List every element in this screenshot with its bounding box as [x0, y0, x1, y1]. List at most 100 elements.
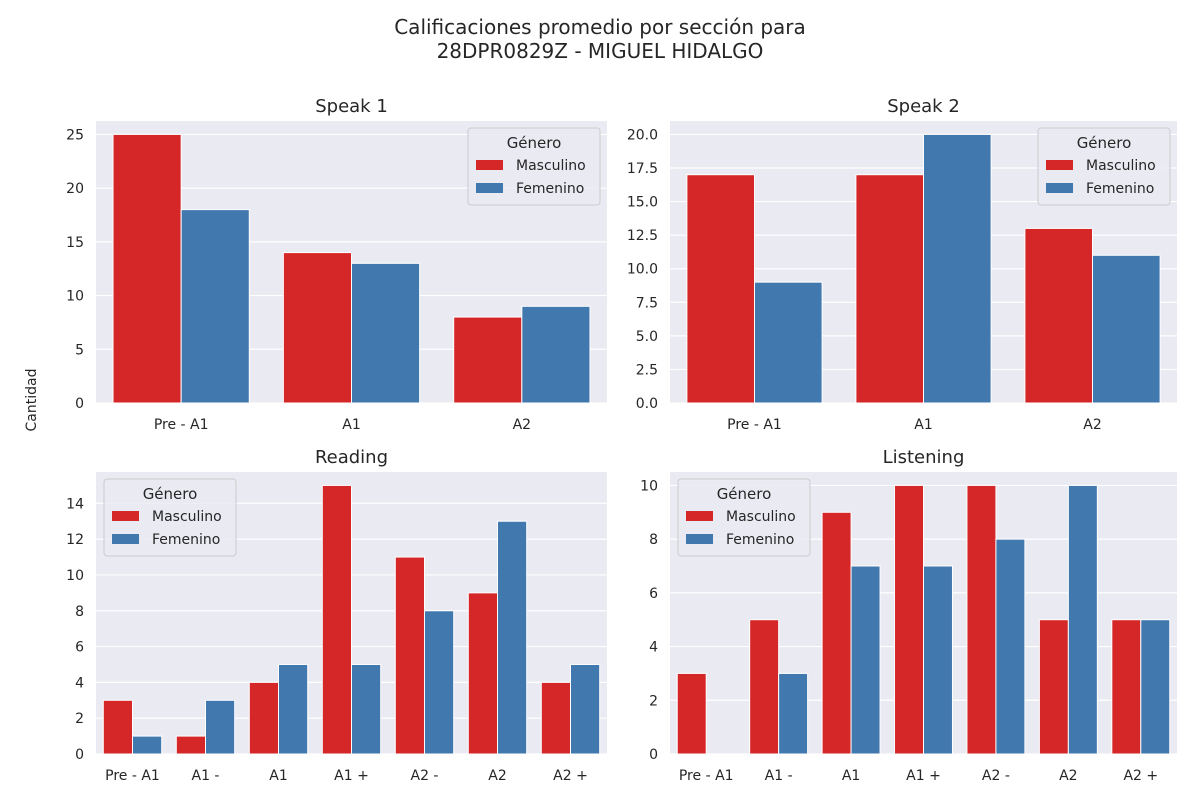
y-tick-label: 6: [75, 640, 84, 656]
x-tick-label: Pre - A1: [727, 417, 782, 433]
y-tick-label: 0: [649, 747, 658, 763]
y-tick-label: 20.0: [627, 127, 658, 143]
x-tick-label: A2: [1083, 417, 1101, 433]
y-tick-label: 17.5: [627, 161, 658, 177]
bar-femenino-a1: [278, 663, 309, 755]
legend-label-masculino: Masculino: [152, 509, 222, 525]
x-tick-label: A2: [488, 768, 506, 784]
legend-swatch-masculino: [686, 511, 713, 521]
y-tick-label: 20: [66, 181, 84, 197]
y-tick-label: 6: [649, 586, 658, 602]
bar-masculino-pre-a1: [676, 672, 707, 755]
bar-masculino-pre-a1: [686, 174, 756, 404]
bar-femenino-a2: [497, 520, 528, 755]
legend: Género Masculino Femenino: [677, 478, 811, 557]
y-tick-label: 0.0: [636, 396, 658, 412]
bar-femenino-pre-a1: [180, 209, 250, 404]
bar-masculino-a1: [821, 511, 852, 755]
x-tick-label: Pre - A1: [154, 417, 209, 433]
x-tick-label: A2 -: [982, 768, 1010, 784]
y-tick-label: 8: [75, 604, 84, 620]
x-tick-label: A2: [1059, 768, 1077, 784]
bar-femenino-a2: [521, 305, 591, 404]
chart-panel-reading: 0 2 4 6 8 10 12 14 Pre - A1 A1 - A1 A1 + A2 - A2 A2 + R…: [66, 447, 607, 784]
x-tick-label: A2: [513, 417, 531, 433]
legend-swatch-femenino: [476, 183, 503, 193]
y-tick-label: 5: [75, 342, 84, 358]
y-tick-label: 15: [66, 235, 84, 251]
y-tick-label: 10: [66, 289, 84, 305]
legend: Género Masculino Femenino: [103, 478, 237, 557]
bar-femenino-a1+: [923, 565, 953, 755]
legend-swatch-femenino: [112, 534, 139, 544]
x-tick-label: A1: [342, 417, 360, 433]
bar-femenino-pre-a1: [132, 735, 163, 755]
bar-femenino-pre-a1: [754, 281, 823, 404]
legend-label-femenino: Femenino: [516, 181, 584, 197]
bar-masculino-a2: [1024, 227, 1094, 404]
x-tick-label: A1: [914, 417, 932, 433]
y-tick-label: 10: [66, 568, 84, 584]
legend-swatch-femenino: [1046, 183, 1073, 193]
y-tick-label: 25: [66, 127, 84, 143]
x-tick-label: A2 +: [1123, 768, 1158, 784]
y-tick-label: 12: [66, 532, 84, 548]
bar-femenino-a1-: [205, 699, 236, 755]
x-tick-label: A1 -: [765, 768, 793, 784]
legend-label-femenino: Femenino: [1086, 181, 1154, 197]
y-tick-label: 12.5: [627, 228, 658, 244]
legend-title: Género: [143, 485, 198, 503]
bar-femenino-a1+: [351, 663, 382, 755]
chart-panel-speak-2: 0.0 2.5 5.0 7.5 10.0 12.5 15.0 17.5 20.0 Pre - A1…: [627, 96, 1177, 433]
legend-label-femenino: Femenino: [726, 532, 794, 548]
bar-masculino-a1: [282, 252, 352, 404]
y-tick-label: 7.5: [636, 295, 658, 311]
y-tick-label: 10: [640, 478, 658, 494]
bar-masculino-a1: [855, 174, 925, 404]
bar-masculino-a1: [248, 681, 280, 755]
bar-masculino-a2+: [1111, 619, 1142, 755]
bar-femenino-a2-: [424, 610, 455, 755]
figure-title-line-1: Calificaciones promedio por sección para: [394, 15, 806, 39]
legend-title: Género: [507, 134, 562, 152]
legend-swatch-masculino: [112, 511, 139, 521]
legend-title: Género: [1077, 134, 1132, 152]
bar-femenino-a2+: [1140, 619, 1171, 755]
chart-title: Listening: [883, 447, 965, 468]
bar-masculino-a2: [467, 592, 498, 755]
x-tick-label: A1 +: [334, 768, 369, 784]
bar-masculino-a1-: [175, 735, 207, 755]
y-tick-label: 8: [649, 532, 658, 548]
chart-title: Speak 2: [887, 96, 960, 117]
bar-femenino-a2-: [995, 538, 1026, 755]
chart-title: Reading: [315, 447, 388, 468]
y-tick-label: 4: [75, 675, 84, 691]
bar-masculino-a1+: [894, 484, 924, 755]
legend-label-masculino: Masculino: [726, 509, 796, 525]
x-tick-label: A1 +: [906, 768, 941, 784]
y-tick-label: 5.0: [636, 329, 658, 345]
bar-femenino-a2+: [570, 663, 601, 755]
y-tick-label: 2.5: [636, 362, 658, 378]
x-tick-label: A2 -: [411, 768, 439, 784]
legend: Género Masculino Femenino: [1037, 127, 1171, 206]
bar-femenino-a1: [850, 565, 881, 755]
y-tick-label: 2: [649, 693, 658, 709]
bar-masculino-pre-a1: [112, 133, 182, 404]
x-tick-label: A2 +: [553, 768, 588, 784]
y-tick-label: 14: [66, 496, 84, 512]
x-tick-label: A1: [842, 768, 860, 784]
bar-femenino-a1: [923, 133, 992, 404]
figure-title-line-2: 28DPR0829Z - MIGUEL HIDALGO: [436, 39, 764, 63]
y-tick-label: 4: [649, 640, 658, 656]
y-tick-label: 0: [75, 747, 84, 763]
bar-femenino-a1-: [778, 672, 809, 755]
bar-femenino-a2: [1067, 484, 1098, 755]
chart-panel-listening: 0 2 4 6 8 10 Pre - A1 A1 - A1 A1 + A2 - A2 A2 + Liste…: [640, 447, 1177, 784]
legend-swatch-femenino: [686, 534, 713, 544]
bar-femenino-a2: [1092, 254, 1161, 404]
x-tick-label: Pre - A1: [679, 768, 734, 784]
legend-swatch-masculino: [1046, 160, 1073, 170]
legend-label-masculino: Masculino: [1086, 158, 1156, 174]
